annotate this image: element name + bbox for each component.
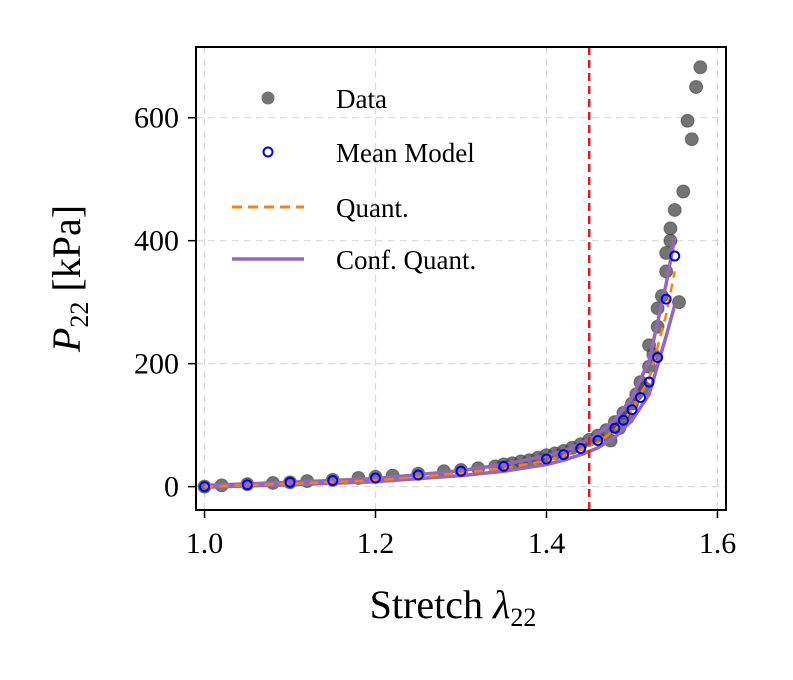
x-tick-label: 1.0 <box>186 527 224 560</box>
mean-model-point <box>241 479 253 491</box>
mean-model-point <box>626 404 638 416</box>
legend-label: Conf. Quant. <box>336 245 476 275</box>
x-tick-label: 1.6 <box>699 527 737 560</box>
mean-model-point <box>643 376 655 388</box>
mean-model-point <box>609 422 621 434</box>
mean-model-point <box>199 481 211 493</box>
mean-model-point <box>669 250 681 262</box>
x-axis-label: Stretch λ22 <box>370 582 537 632</box>
data-point <box>667 202 682 217</box>
mean-model-point <box>327 474 339 486</box>
mean-model-point <box>455 465 467 477</box>
mean-model-point <box>540 453 552 465</box>
mean-model-point <box>617 414 629 426</box>
mean-model-point <box>558 449 570 461</box>
data-point <box>689 79 704 94</box>
mean-model-point <box>635 391 647 403</box>
x-tick-label: 1.4 <box>528 527 566 560</box>
plot-area <box>197 47 708 510</box>
legend-label: Data <box>336 84 387 114</box>
quant-line <box>204 271 676 488</box>
data-point <box>680 113 695 128</box>
y-tick-label: 0 <box>164 471 179 504</box>
y-tick-label: 600 <box>134 102 179 135</box>
legend-label: Mean Model <box>336 138 475 168</box>
data-point <box>684 132 699 147</box>
legend: Data Mean Model Quant. Conf. Quant. <box>232 84 476 275</box>
legend-label: Quant. <box>336 193 409 223</box>
mean-model-point <box>660 293 672 305</box>
mean-model-point <box>592 435 604 447</box>
y-tick-label: 400 <box>134 225 179 258</box>
mean-model-point <box>412 469 424 481</box>
data-point <box>693 60 708 75</box>
legend-mean-model-marker <box>262 146 274 158</box>
data-point <box>671 295 686 310</box>
grid-lines <box>196 47 726 510</box>
mean-model-point <box>652 352 664 364</box>
mean-model-point <box>575 443 587 455</box>
plot-frame <box>195 46 727 511</box>
legend-data-marker <box>261 91 275 105</box>
conf-quant-upper-line <box>204 237 677 488</box>
mean-model-point <box>370 472 382 484</box>
y-axis-label: P22 [kPa] <box>44 205 94 353</box>
mean-model-point <box>284 476 296 488</box>
data-point <box>676 184 691 199</box>
axis-ticks: 1.0 1.2 1.4 1.6 0 200 400 600 <box>134 102 736 560</box>
data-point <box>663 221 678 236</box>
mean-model-point <box>498 460 510 472</box>
y-tick-label: 200 <box>134 348 179 381</box>
x-tick-label: 1.2 <box>357 527 395 560</box>
conf-quant-lower-line <box>204 304 677 489</box>
